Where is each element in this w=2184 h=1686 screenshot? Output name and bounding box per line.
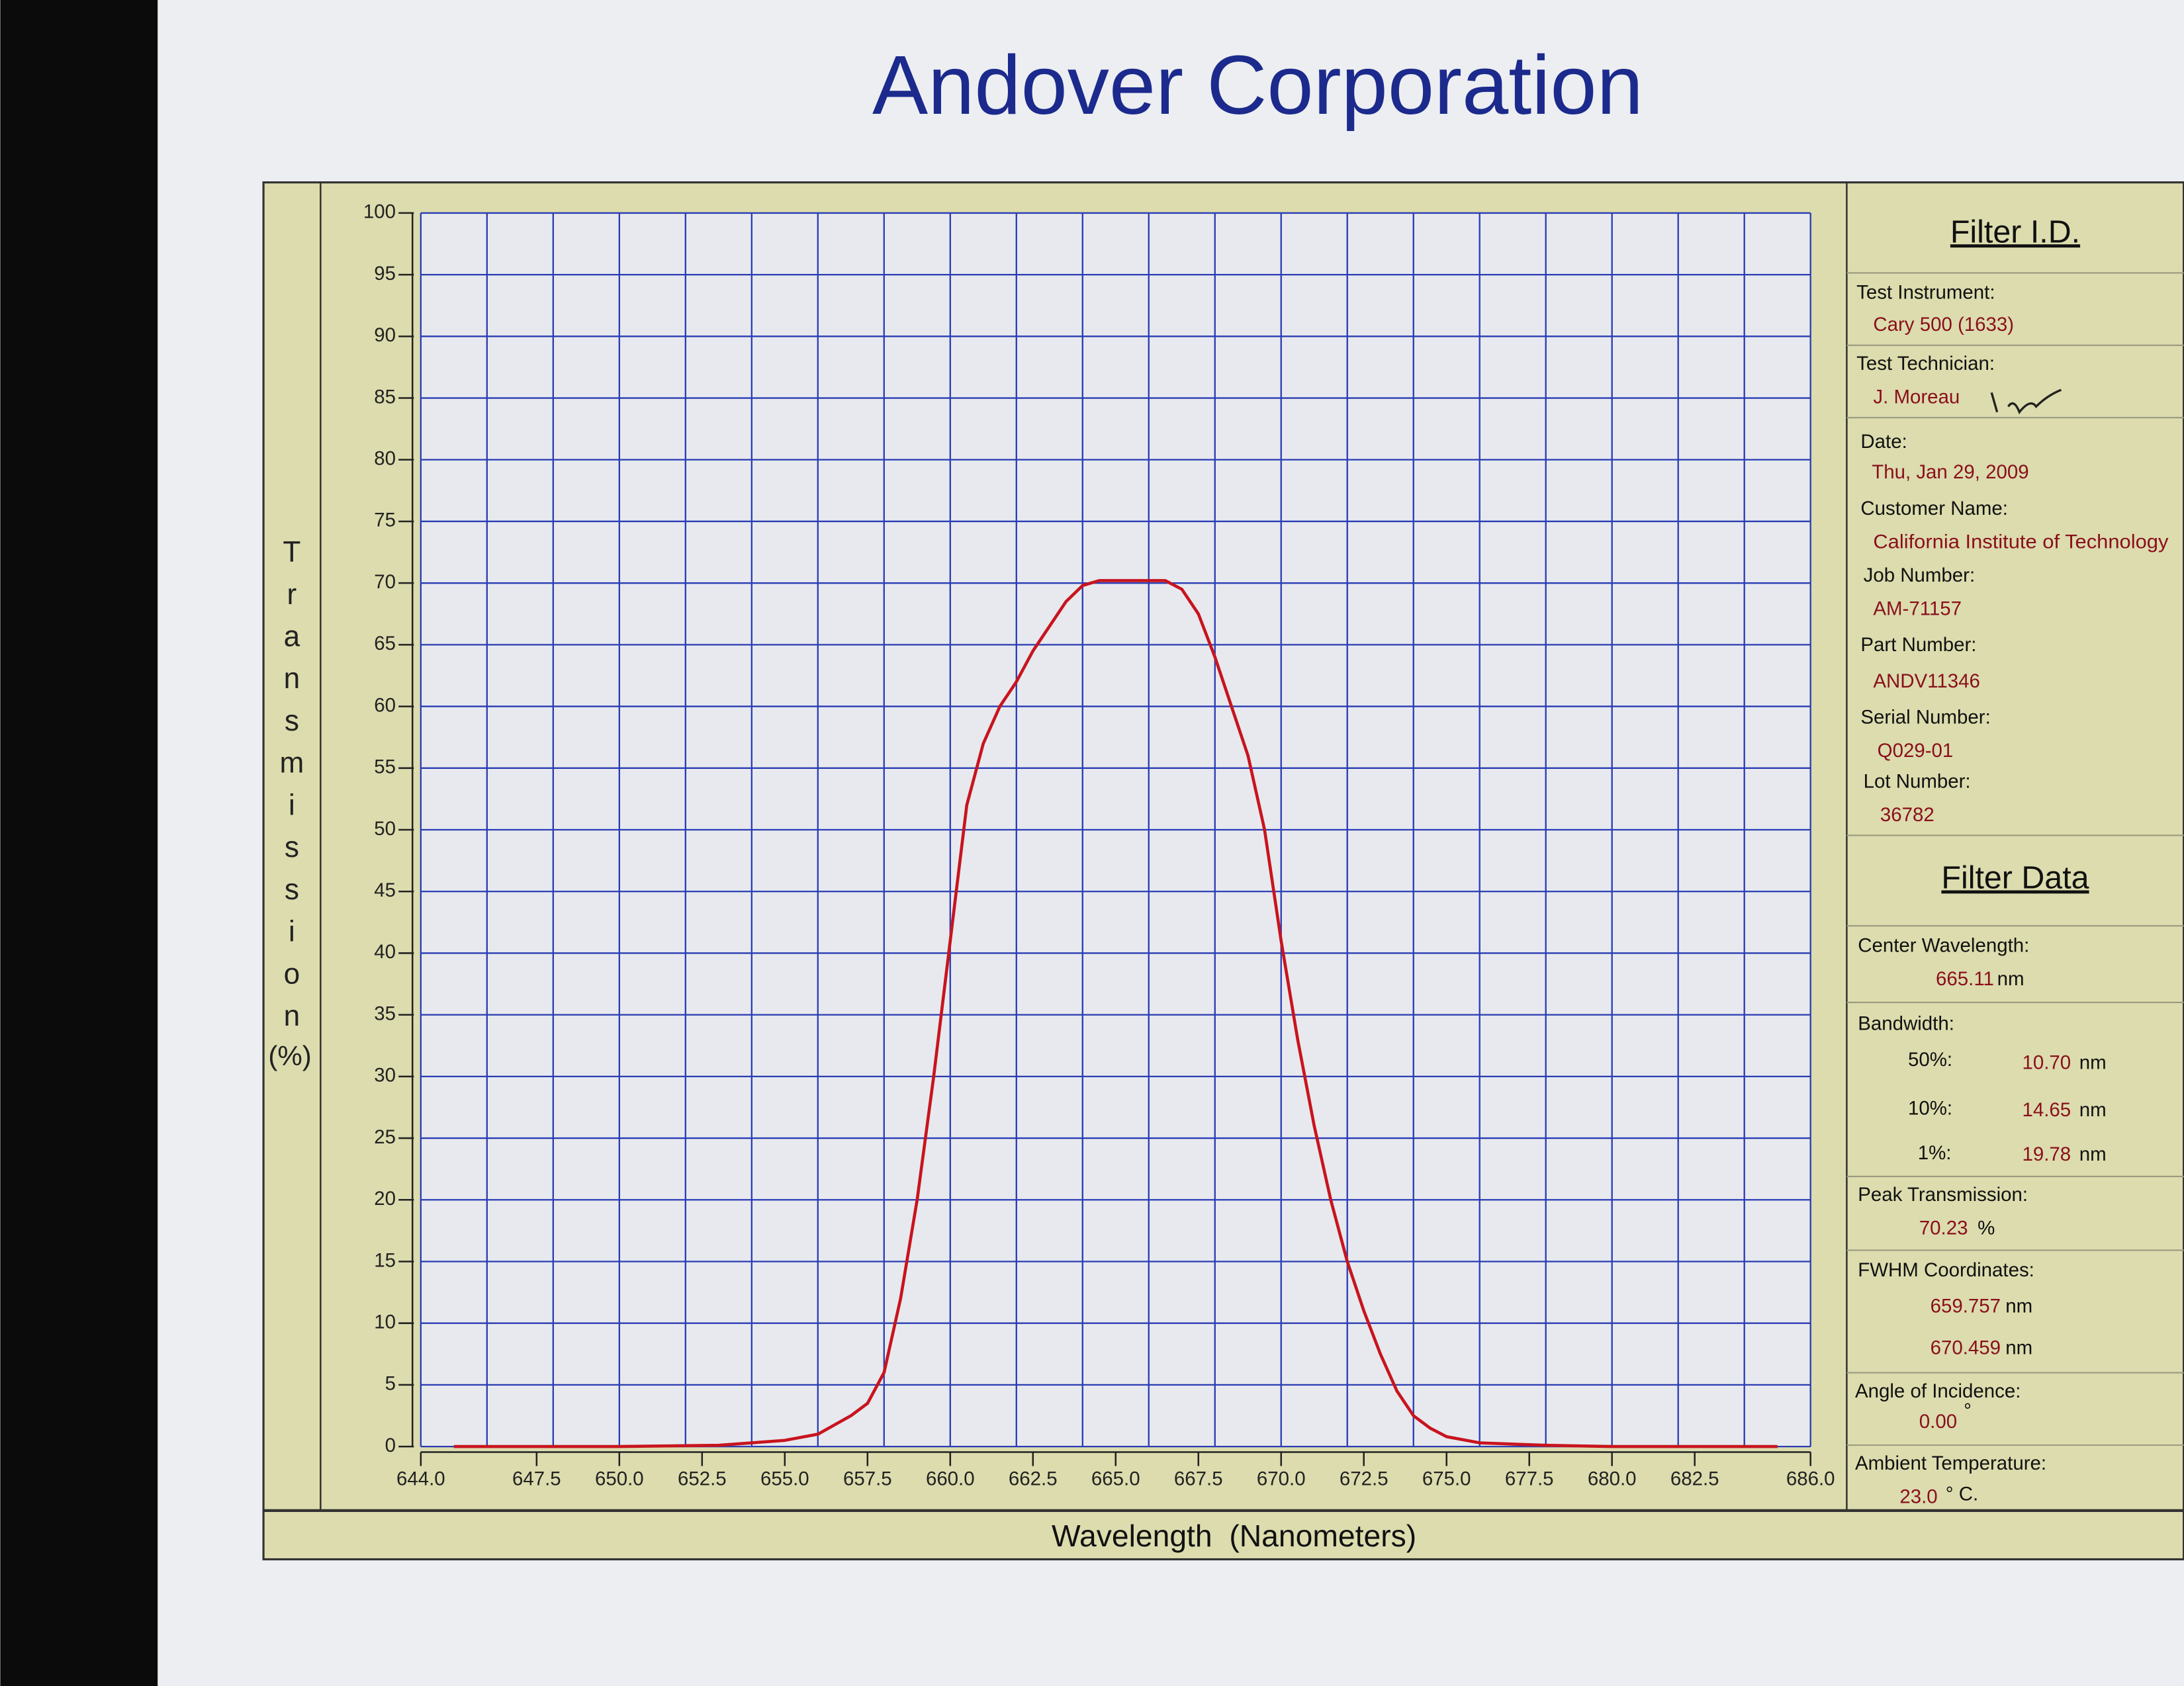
field-value: 10.70 [2023, 1051, 2071, 1073]
field-label: Customer Name: [1860, 498, 2007, 519]
y-axis-label: Transmission [275, 536, 308, 1042]
field-value: AM-71157 [1873, 598, 1962, 619]
y-tick-label: 70 [374, 571, 396, 593]
y-tick-label: 100 [363, 201, 396, 223]
x-tick-label: 647.5 [512, 1468, 561, 1489]
field-unit: ° C. [1946, 1484, 1978, 1505]
y-axis-unit: (%) [268, 1040, 311, 1071]
x-tick-label: 657.5 [843, 1468, 892, 1489]
signature [1990, 388, 2062, 415]
field-value: 70.23 [1919, 1218, 1968, 1239]
field-value: ANDV11346 [1873, 670, 1979, 692]
y-tick-label: 55 [374, 756, 396, 778]
x-axis-label: Wavelength (Nanometers) [1052, 1519, 1416, 1553]
y-tick-label: 65 [374, 633, 396, 654]
field-unit: nm [2079, 1099, 2107, 1121]
field-label: Test Instrument: [1856, 282, 1995, 304]
field-unit: nm [2079, 1143, 2107, 1165]
field-label: Ambient Temperature: [1855, 1452, 2046, 1474]
y-tick-label: 0 [385, 1435, 396, 1456]
field-value: Thu, Jan 29, 2009 [1872, 461, 2028, 483]
field-value: Q029-01 [1878, 740, 1954, 762]
x-tick-label: 660.0 [926, 1468, 975, 1489]
field-value: California Institute of Technology [1873, 531, 2168, 553]
y-tick-label: 90 [374, 324, 396, 346]
x-tick-label: 686.0 [1786, 1468, 1835, 1489]
field-label: Part Number: [1860, 634, 1976, 656]
field-value: 14.65 [2023, 1099, 2071, 1121]
x-tick-label: 652.5 [678, 1468, 727, 1489]
filter-panel: Filter I.D. Test Instrument: Cary 500 (1… [1846, 214, 2184, 1508]
y-tick-label: 40 [374, 941, 396, 963]
field-value: 19.78 [2023, 1143, 2071, 1165]
bandwidth-level: 50%: [1908, 1049, 1952, 1071]
x-tick-label: 662.5 [1009, 1468, 1058, 1489]
y-tick-label: 10 [374, 1311, 396, 1333]
x-tick-label: 667.5 [1174, 1468, 1223, 1489]
transmission-curve [453, 579, 1778, 1448]
field-label: Angle of Incidence: [1855, 1380, 2021, 1402]
field-value: 665.11 [1936, 968, 1994, 990]
x-tick-label: 655.0 [760, 1468, 809, 1489]
y-tick-label: 75 [374, 510, 396, 531]
field-label: Test Technician: [1856, 353, 1995, 375]
x-tick-label: 672.5 [1340, 1468, 1388, 1489]
chart: 0 5 10 15 20 25 30 35 40 45 50 55 60 65 70 75 80 85 90 95 10… [363, 201, 1835, 1490]
x-tick-label: 644.0 [396, 1468, 445, 1489]
y-tick-label: 85 [374, 386, 396, 408]
bandwidth-level: 1%: [1918, 1142, 1952, 1164]
y-tick-label: 30 [374, 1065, 396, 1087]
field-unit: nm [2005, 1295, 2032, 1317]
y-tick-label: 60 [374, 694, 396, 716]
x-tick-label: 665.0 [1091, 1468, 1140, 1489]
field-unit: % [1978, 1218, 1995, 1239]
y-tick-label: 35 [374, 1002, 396, 1024]
field-value: 670.459 [1931, 1337, 2001, 1359]
title: Andover Corporation [872, 38, 1643, 132]
field-value: 23.0 [1899, 1486, 1937, 1508]
section-heading: Filter Data [1941, 860, 2089, 896]
field-value: J. Moreau [1873, 386, 1960, 408]
y-tick-label: 50 [374, 818, 396, 840]
field-label: FWHM Coordinates: [1858, 1259, 2034, 1281]
field-value: Cary 500 (1633) [1873, 314, 2014, 335]
scan-edge [0, 0, 158, 1686]
field-label: Center Wavelength: [1858, 935, 2029, 957]
field-unit: nm [2005, 1337, 2032, 1359]
x-tick-label: 675.0 [1422, 1468, 1471, 1489]
field-label: Serial Number: [1860, 706, 1990, 728]
field-value: 0.00 [1919, 1411, 1957, 1433]
field-label: Peak Transmission: [1858, 1184, 2028, 1206]
y-tick-label: 80 [374, 448, 396, 470]
field-unit: nm [1997, 968, 2025, 990]
field-value: 659.757 [1931, 1295, 2001, 1317]
field-label: Lot Number: [1864, 770, 1971, 792]
field-label: Job Number: [1864, 564, 1976, 586]
x-tick-label: 680.0 [1588, 1468, 1637, 1489]
x-tick-label: 682.5 [1670, 1468, 1719, 1489]
y-tick-label: 25 [374, 1126, 396, 1148]
x-tick-label: 670.0 [1257, 1468, 1306, 1489]
section-heading: Filter I.D. [1950, 214, 2080, 249]
y-tick-label: 45 [374, 879, 396, 901]
y-tick-label: 15 [374, 1249, 396, 1271]
x-tick-label: 650.0 [595, 1468, 644, 1489]
field-label: Bandwidth: [1858, 1012, 1954, 1034]
field-value: 36782 [1880, 804, 1934, 826]
field-unit: ° [1964, 1399, 1972, 1421]
field-unit: nm [2079, 1051, 2107, 1073]
y-tick-label: 20 [374, 1188, 396, 1210]
x-tick-label: 677.5 [1505, 1468, 1554, 1489]
bandwidth-level: 10%: [1908, 1098, 1952, 1120]
field-label: Date: [1860, 431, 1907, 453]
y-tick-label: 95 [374, 263, 396, 285]
y-tick-label: 5 [385, 1373, 396, 1395]
